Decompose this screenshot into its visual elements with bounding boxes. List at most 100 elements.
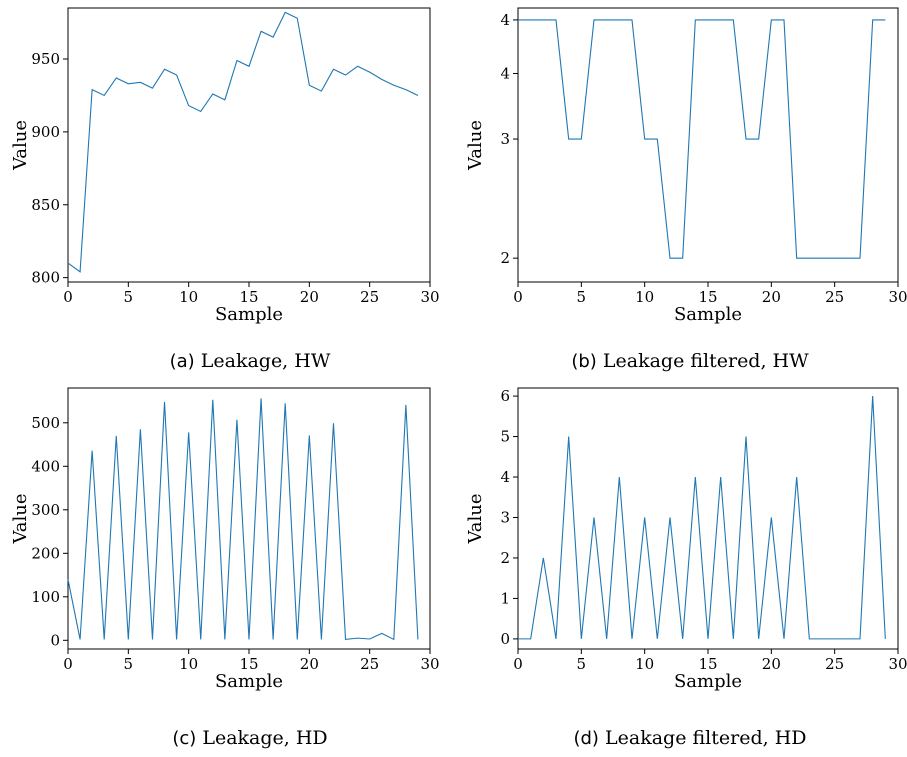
caption-d-text: Leakage filtered, HD — [605, 727, 807, 749]
chart-b-data-point — [821, 257, 823, 259]
chart-b-xtick-label: 5 — [577, 288, 587, 306]
chart-a-ytick-label: 850 — [31, 196, 60, 214]
caption-d: (d) Leakage filtered, HD — [480, 727, 900, 749]
chart-c-data-point — [260, 398, 262, 400]
chart-a-data-point — [140, 82, 142, 84]
chart-b-data-point — [530, 19, 532, 21]
chart-d-xlabel: Sample — [674, 671, 742, 692]
chart-d-xtick-label: 30 — [888, 655, 907, 673]
chart-d-ylabel: Value — [465, 493, 486, 544]
chart-d-data-point — [847, 638, 849, 640]
chart-c-ytick-label: 200 — [31, 544, 60, 562]
chart-a-svg: 0 5 10 15 20 25 30 800 850 900 950 Sample Value — [10, 7, 440, 325]
chart-panel-a: 0 5 10 15 20 25 30 800 850 900 950 Sample Value — [0, 0, 440, 330]
chart-c-data-point — [176, 639, 178, 641]
chart-d-ytick-label: 3 — [500, 508, 510, 526]
chart-c-data-point — [128, 639, 130, 641]
chart-d-data-point — [606, 638, 608, 640]
caption-b-tag: (b) — [571, 351, 597, 372]
chart-a-data-point — [381, 79, 383, 81]
caption-a-text: Leakage, HW — [200, 350, 331, 372]
chart-b-ytick-label: 3 — [500, 130, 510, 148]
chart-a-ytick-label: 950 — [31, 50, 60, 68]
chart-b-data-point — [657, 138, 659, 140]
chart-b-xlabel: Sample — [674, 304, 742, 325]
chart-c-data-point — [345, 639, 347, 641]
chart-c-data-point — [79, 639, 81, 641]
chart-b-data-point — [745, 138, 747, 140]
chart-a-xtick-label: 15 — [239, 288, 258, 306]
chart-b-data-point — [834, 257, 836, 259]
chart-panel-d: 0 5 10 15 20 25 30 0 1 2 3 4 5 6 Sample Value — [455, 380, 907, 710]
chart-a-data-point — [103, 95, 105, 97]
chart-c-data-point — [357, 637, 359, 639]
chart-b-xtick-label: 30 — [888, 288, 907, 306]
chart-d-data-point — [834, 638, 836, 640]
chart-c-ytick-label: 0 — [50, 631, 60, 649]
chart-a-xtick-label: 30 — [420, 288, 439, 306]
chart-d-data-point — [593, 517, 595, 519]
chart-b-data-point — [783, 19, 785, 21]
chart-b-data-point — [593, 19, 595, 21]
chart-b-axes-frame — [517, 7, 899, 283]
chart-c-ylabel: Value — [10, 493, 31, 544]
chart-d-xtick-label: 10 — [635, 655, 654, 673]
chart-c-data-point — [140, 429, 142, 431]
chart-a-data-point — [357, 65, 359, 67]
chart-d-data-point — [809, 638, 811, 640]
chart-d-data-point — [885, 638, 887, 640]
chart-c-data-point — [309, 435, 311, 437]
chart-c-series-line — [67, 398, 419, 641]
chart-b-data-point — [543, 19, 545, 21]
chart-c-data-point — [405, 404, 407, 406]
chart-d-data-point — [695, 476, 697, 478]
chart-b-data-point — [581, 138, 583, 140]
chart-b-data-point — [517, 19, 519, 21]
chart-d-data-point — [771, 517, 773, 519]
caption-a-tag: (a) — [169, 351, 195, 372]
chart-d-xtick-label: 0 — [513, 655, 523, 673]
chart-b-data-point — [733, 19, 735, 21]
chart-a-data-point — [176, 74, 178, 76]
chart-c-data-point — [91, 450, 93, 452]
chart-a-data-point — [115, 77, 117, 79]
chart-c-data-point — [67, 579, 69, 581]
caption-a: (a) Leakage, HW — [40, 350, 460, 372]
chart-b-data-point — [872, 19, 874, 21]
chart-d-data-point — [530, 638, 532, 640]
chart-c-xtick-label: 30 — [420, 655, 439, 673]
chart-b-data-point — [758, 138, 760, 140]
chart-c-ytick-label: 500 — [31, 414, 60, 432]
chart-a-ytick-label: 900 — [31, 123, 60, 141]
chart-a-data-point — [417, 95, 419, 97]
chart-panel-c: 0 5 10 15 20 25 30 0 100 200 300 400 500 Sample Value — [0, 380, 440, 710]
chart-a-data-point — [212, 93, 214, 95]
chart-d-data-point — [581, 638, 583, 640]
chart-d-ytick-label: 0 — [500, 630, 510, 648]
chart-a-data-point — [296, 17, 298, 19]
chart-a-data-point — [200, 111, 202, 113]
chart-b-data-point — [568, 138, 570, 140]
chart-b-ytick-label: 4 — [500, 11, 510, 29]
chart-d-data-point — [631, 638, 633, 640]
caption-c-tag: (c) — [172, 728, 197, 749]
chart-a-data-point — [188, 105, 190, 107]
chart-c-data-point — [224, 639, 226, 641]
chart-a-data-point — [345, 74, 347, 76]
chart-b-xtick-label: 25 — [825, 288, 844, 306]
caption-b: (b) Leakage filtered, HW — [480, 350, 900, 372]
chart-b-ytick-label: 4 — [500, 65, 510, 83]
chart-a-xtick-label: 0 — [63, 288, 73, 306]
chart-b-xtick-label: 0 — [513, 288, 523, 306]
chart-a-data-point — [284, 12, 286, 14]
chart-b-data-point — [885, 19, 887, 21]
chart-b-xtick-label: 15 — [698, 288, 717, 306]
chart-d-data-point — [517, 638, 519, 640]
chart-c-data-point — [115, 435, 117, 437]
chart-d-ytick-label: 1 — [500, 589, 510, 607]
chart-c-axes-frame — [67, 387, 431, 650]
chart-d-data-point — [758, 638, 760, 640]
chart-a-data-point — [236, 60, 238, 62]
chart-b-data-point — [682, 257, 684, 259]
chart-a-data-point — [260, 31, 262, 33]
